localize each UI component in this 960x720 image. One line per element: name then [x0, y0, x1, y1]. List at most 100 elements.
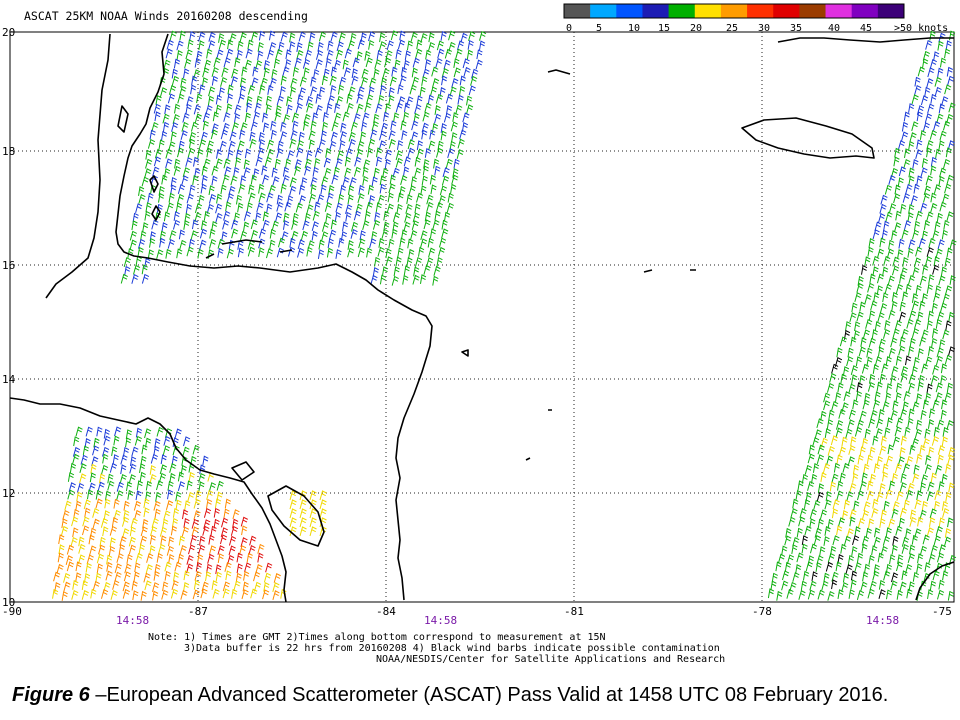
wind-barb: [326, 247, 334, 258]
wind-barb: [175, 202, 183, 213]
wind-barb: [378, 94, 385, 105]
wind-barb: [935, 526, 943, 536]
wind-barb: [95, 489, 102, 500]
wind-barb: [891, 508, 899, 519]
wind-barb: [104, 498, 111, 509]
wind-barb: [877, 346, 885, 357]
legend-label: 15: [658, 23, 670, 34]
wind-barb: [258, 131, 265, 142]
wind-barb: [57, 552, 64, 563]
wind-barb: [936, 113, 944, 124]
wind-barb: [906, 489, 914, 500]
wind-barb: [235, 149, 242, 160]
wind-barb: [896, 491, 904, 501]
wind-barb: [69, 462, 77, 473]
wind-barb: [903, 220, 912, 230]
wind-barb: [168, 536, 175, 547]
wind-barb: [874, 221, 882, 232]
wind-barb: [411, 67, 418, 78]
wind-barb: [321, 231, 329, 242]
wind-barb: [890, 337, 898, 348]
wind-barb: [195, 490, 202, 501]
wind-barb: [52, 588, 59, 599]
wind-barb: [809, 580, 817, 591]
wind-barb: [922, 192, 931, 203]
wind-barb: [935, 318, 942, 329]
wind-barb: [859, 446, 866, 457]
wind-barb: [145, 480, 153, 491]
wind-barb: [423, 219, 431, 230]
wind-barb: [895, 382, 903, 393]
wind-barb: [206, 203, 214, 214]
wind-barb: [414, 256, 423, 267]
wind-barb: [817, 589, 825, 600]
wind-barb: [141, 176, 149, 187]
wind-barb: [168, 141, 176, 151]
wind-barb: [831, 473, 839, 484]
wind-barb: [93, 437, 100, 448]
wind-barb: [347, 240, 354, 250]
wind-barb: [788, 516, 796, 527]
wind-barb: [451, 78, 459, 88]
wind-barb: [171, 517, 179, 528]
wind-barb: [925, 454, 932, 465]
wind-barb: [215, 148, 223, 159]
wind-barb: [900, 473, 907, 483]
legend-label: 0: [566, 23, 572, 34]
wind-barb: [203, 210, 211, 221]
wind-barb: [256, 202, 264, 213]
wind-barb: [181, 121, 189, 132]
wind-barb: [390, 30, 399, 41]
wind-barb: [925, 175, 933, 186]
wind-barb: [875, 428, 883, 438]
wind-barb: [154, 148, 163, 159]
wind-barb: [912, 158, 919, 169]
wind-barb: [381, 228, 389, 239]
wind-barb: [298, 87, 306, 98]
wind-barb: [179, 85, 187, 96]
wind-barb: [879, 203, 887, 214]
wind-barb: [412, 57, 420, 68]
wind-barb: [321, 121, 329, 132]
wind-barb: [271, 220, 279, 231]
wind-barb: [901, 291, 909, 302]
wind-barb: [145, 564, 153, 575]
wind-barb: [200, 220, 208, 231]
wind-barb: [82, 516, 90, 527]
wind-barb: [466, 95, 473, 106]
wind-barb: [207, 95, 215, 106]
wind-barb: [914, 76, 921, 87]
wind-barb: [342, 111, 350, 122]
wind-barb: [205, 571, 212, 582]
wind-barb: [911, 94, 919, 105]
wind-barb: [278, 41, 285, 52]
wind-barb: [303, 165, 312, 176]
wind-barb: [269, 77, 277, 88]
wind-barb: [155, 94, 162, 105]
wind-barb: [329, 140, 337, 151]
wind-barb: [109, 537, 116, 548]
wind-barb: [402, 111, 410, 122]
wind-barb: [337, 84, 345, 95]
wind-barb: [184, 500, 191, 511]
wind-barb: [886, 417, 893, 428]
wind-barb: [134, 509, 142, 520]
wind-barb: [251, 77, 259, 88]
wind-barb: [912, 401, 920, 412]
wind-barb: [239, 85, 246, 96]
wind-barb: [845, 428, 853, 439]
wind-barb: [190, 84, 197, 95]
wind-barb: [170, 176, 177, 187]
wind-barb: [141, 264, 148, 275]
legend-label: 20: [690, 23, 702, 34]
wind-barb: [933, 535, 941, 546]
wind-barb: [315, 93, 322, 104]
wind-barb: [917, 516, 924, 527]
legend-swatch: [590, 4, 617, 18]
wind-barb: [257, 50, 264, 61]
wind-barb: [175, 499, 182, 510]
wind-barb: [934, 490, 942, 500]
wind-barb: [215, 564, 222, 575]
wind-barb: [135, 203, 143, 214]
wind-barb: [380, 77, 387, 88]
